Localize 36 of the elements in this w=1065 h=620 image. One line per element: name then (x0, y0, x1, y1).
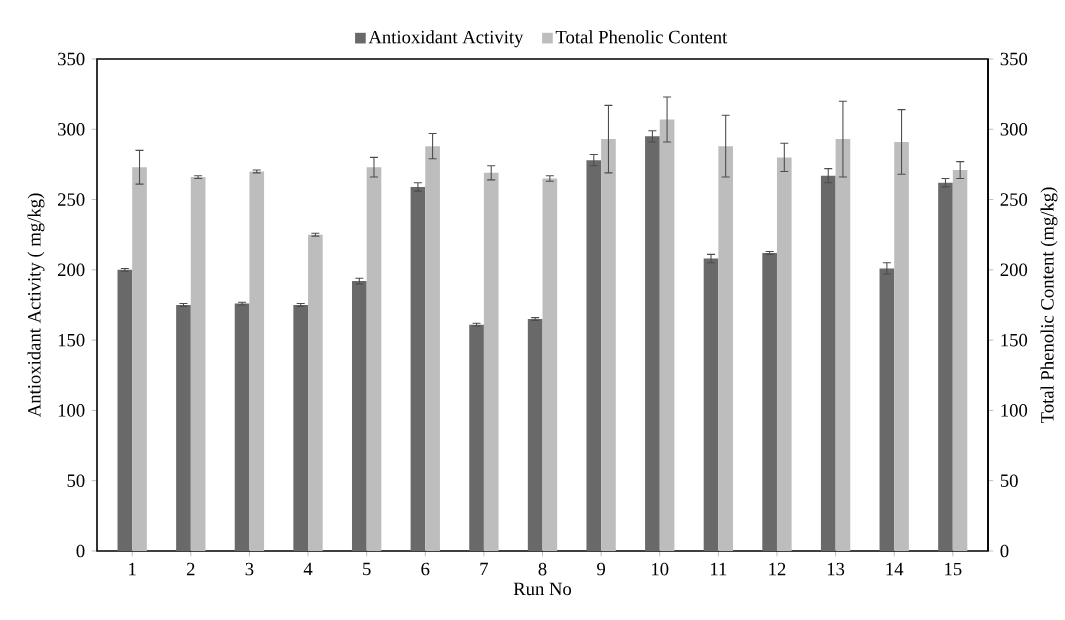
x-tick-label: 6 (421, 562, 430, 576)
x-tick-label: 11 (711, 562, 727, 576)
y-tick-label: 0 (76, 544, 85, 558)
x-tick-label: 7 (480, 562, 489, 576)
x-tick-label: 8 (538, 562, 547, 576)
x-tick-label: 1 (129, 562, 136, 576)
x-tick-label: 9 (597, 562, 606, 576)
x-tick-label: 10 (652, 562, 669, 576)
y-tick-label: 100 (58, 404, 85, 417)
x-tick-label: 15 (945, 562, 962, 576)
x-tick-label: 5 (363, 562, 371, 576)
y2-axis-title: Total Phenolic Content (mg/kg) (1040, 187, 1058, 423)
y-tick-label: 350 (58, 52, 85, 66)
y2-tick-label: 300 (1000, 122, 1028, 136)
y-tick-label: 250 (58, 193, 85, 206)
y2-tick-label: 200 (1000, 263, 1028, 277)
y-tick-label: 150 (58, 333, 85, 347)
x-tick-label: 4 (303, 562, 313, 576)
legend-label: Antioxidant Activity (368, 30, 524, 48)
y2-tick-label: 0 (1000, 544, 1009, 558)
y-tick-label: 50 (67, 474, 85, 487)
y-tick-label: 300 (58, 122, 85, 136)
x-tick-label: 14 (886, 562, 904, 576)
x-tick-label: 12 (769, 562, 786, 576)
legend-label: Total Phenolic Content (555, 30, 728, 44)
y2-tick-label: 150 (1001, 333, 1028, 347)
y-axis-title: Antioxidant Activity ( mg/kg) (27, 193, 45, 418)
x-tick-label: 2 (186, 562, 195, 576)
x-tick-label: 3 (245, 562, 254, 576)
x-tick-label: 13 (827, 562, 845, 576)
y2-tick-label: 250 (1000, 193, 1028, 206)
y-tick-label: 200 (58, 263, 85, 277)
x-axis-title: Run No (513, 582, 572, 596)
y2-tick-label: 100 (1001, 404, 1028, 417)
y2-tick-label: 350 (1000, 52, 1028, 66)
y2-tick-label: 50 (1000, 474, 1018, 487)
